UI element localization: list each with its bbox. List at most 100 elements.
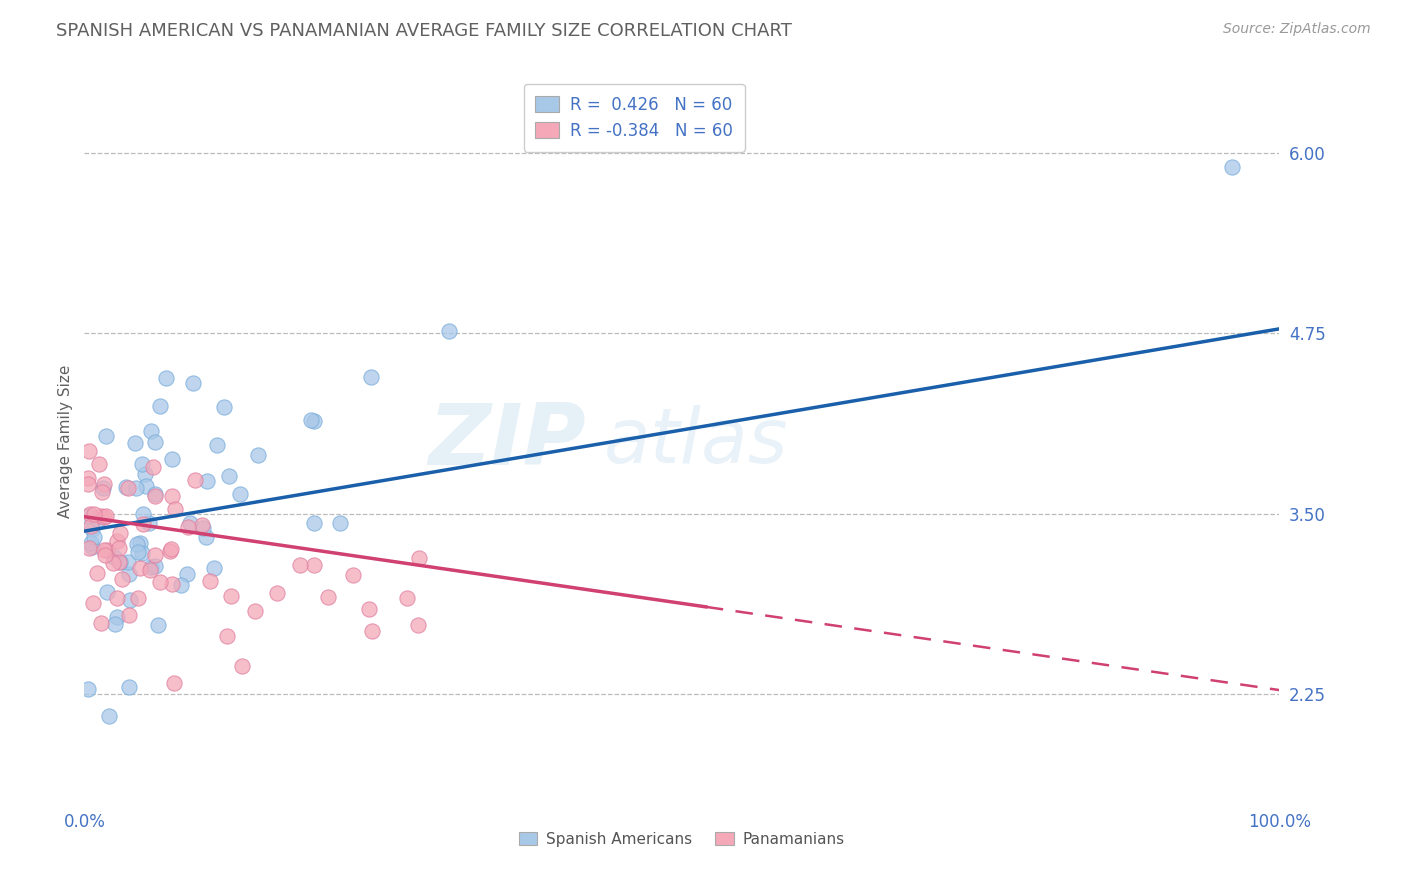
Point [111,572,134,586]
Point [143,434,166,449]
Point [93,510,115,524]
Point [90,615,112,630]
Point [142,460,165,475]
Point [127,591,149,605]
Point [77,508,100,523]
Point [117,555,139,569]
Point [96,429,118,443]
Point [139,424,162,438]
Point [302,516,325,530]
Point [145,558,167,573]
Point [118,567,141,582]
Point [191,520,214,534]
Point [93,481,115,495]
Point [205,438,228,452]
Text: SPANISH AMERICAN VS PANAMANIAN AVERAGE FAMILY SIZE CORRELATION CHART: SPANISH AMERICAN VS PANAMANIAN AVERAGE F… [56,22,792,40]
Point [87,513,110,527]
Point [191,518,214,533]
Point [159,543,181,558]
Y-axis label: Average Family Size: Average Family Size [58,365,73,518]
Point [229,486,252,500]
Point [124,435,146,450]
Point [243,604,266,618]
Point [155,371,177,385]
Point [221,589,243,603]
Point [342,568,364,582]
Point [134,467,156,482]
Point [160,489,183,503]
Point [316,590,339,604]
Point [94,508,117,523]
Point [163,501,186,516]
Point [160,541,183,556]
Point [93,543,115,558]
Point [181,376,204,390]
Point [108,541,131,556]
Point [195,474,218,488]
Point [138,563,160,577]
Point [145,548,167,562]
Point [87,457,110,471]
Point [108,555,131,569]
Point [194,529,217,543]
Point [302,413,325,427]
Point [101,556,124,570]
Point [128,536,150,550]
Point [90,508,112,523]
Point [202,560,225,574]
Point [176,567,198,582]
Point [83,507,105,521]
Point [80,522,103,536]
Point [77,541,100,555]
Point [86,566,108,581]
Point [105,533,128,548]
Point [104,617,127,632]
Point [148,617,170,632]
Point [215,629,238,643]
Point [149,575,172,590]
Point [91,484,114,499]
Point [360,370,382,384]
Point [247,448,270,462]
Point [408,618,430,632]
Point [143,487,166,501]
Text: Source: ZipAtlas.com: Source: ZipAtlas.com [1223,22,1371,37]
Point [160,452,183,467]
Point [115,480,138,494]
Point [183,473,205,487]
Point [139,559,162,574]
Point [179,516,201,531]
Point [125,537,148,551]
Point [131,546,153,560]
Point [77,444,100,458]
Point [299,413,322,427]
Point [77,681,100,696]
Point [110,555,132,569]
Point [108,525,131,540]
Point [79,508,101,522]
Point [1220,160,1243,174]
Point [103,550,125,565]
Point [361,624,384,639]
Point [118,607,141,622]
Point [408,551,430,566]
Point [169,577,191,591]
Point [329,516,352,530]
Point [231,659,253,673]
Point [96,584,118,599]
Point [143,489,166,503]
Point [218,469,240,483]
Point [82,596,104,610]
Point [77,471,100,485]
Point [117,680,139,694]
Point [135,478,157,492]
Point [266,585,288,599]
Point [302,558,325,572]
Point [117,482,139,496]
Point [93,477,115,491]
Point [105,610,128,624]
Point [77,476,100,491]
Point [96,543,118,558]
Point [83,530,105,544]
Legend: Spanish Americans, Panamanians: Spanish Americans, Panamanians [513,826,851,853]
